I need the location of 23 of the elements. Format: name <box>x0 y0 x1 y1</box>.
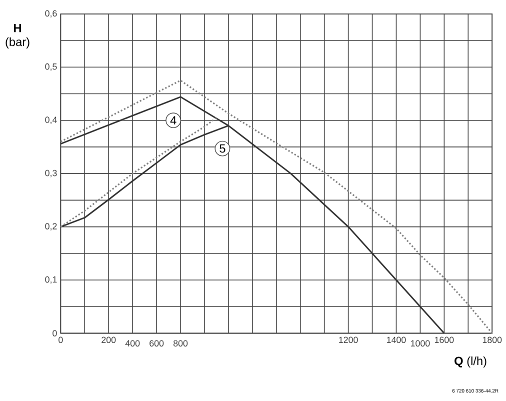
y-tick-label: 0 <box>52 330 57 337</box>
text: 600 <box>150 340 164 347</box>
y-tick-label: 0,1 <box>45 276 57 284</box>
x-tick-label: 1600 <box>434 336 454 344</box>
y-tick-label: 0,5 <box>45 64 57 71</box>
y-tick-label: 0,4 <box>45 116 57 124</box>
y-axis-title: H (bar) <box>6 24 30 49</box>
annotation: 4 <box>170 116 176 125</box>
x-tick-label: 1800 <box>482 336 502 344</box>
text: 1000 <box>410 340 430 347</box>
x-tick-label: 1200 <box>339 336 358 344</box>
y-tick-label: 0,3 <box>45 170 57 178</box>
annotation: 5 <box>220 144 226 153</box>
x-axis-title: Q (l/h) <box>454 356 486 368</box>
x-tick-label: 200 <box>102 336 116 344</box>
line-series <box>60 96 445 334</box>
x-tick-label: 0 <box>58 336 63 344</box>
y-tick-label: 0,2 <box>45 223 57 231</box>
y-tick-label: 0,6 <box>45 10 57 18</box>
text: 400 <box>125 340 140 347</box>
line-series <box>60 80 493 334</box>
text: 800 <box>173 340 188 347</box>
x-tick-label: 1400 <box>387 336 406 344</box>
